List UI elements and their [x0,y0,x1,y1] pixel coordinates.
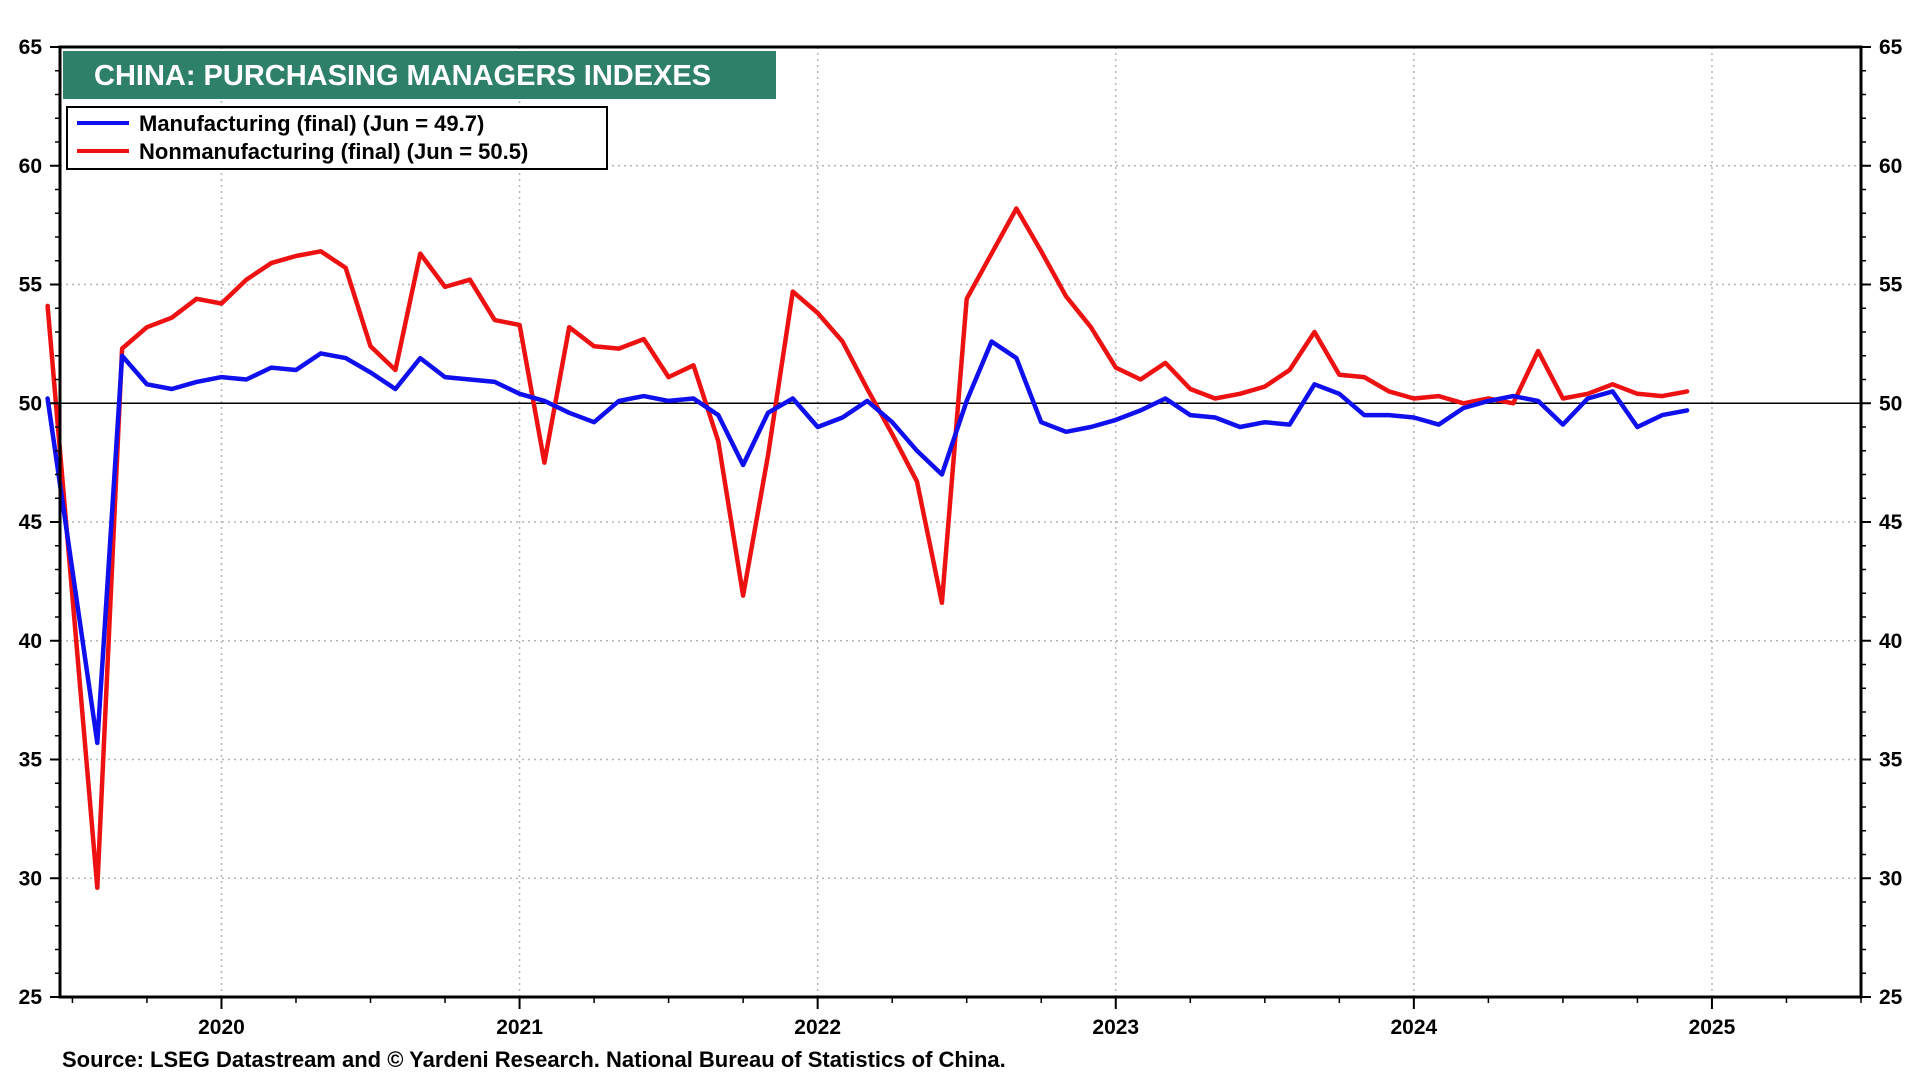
x-tick-label: 2024 [1390,1016,1437,1039]
legend-label-nonmanufacturing: Nonmanufacturing (final) (Jun = 50.5) [139,139,528,164]
y-tick-label-right: 30 [1879,867,1902,890]
y-tick-label-left: 45 [19,511,43,534]
axis-labels: 25 25 30 30 35 35 40 40 45 45 50 50 55 55 60 60 65 65 2020… [19,36,1903,1039]
y-tick-label-left: 35 [19,749,43,772]
series-layer [45,206,1690,891]
legend-label-manufacturing: Manufacturing (final) (Jun = 49.7) [139,111,484,136]
y-tick-label-left: 50 [19,392,42,415]
y-tick-label-left: 40 [19,630,42,653]
y-tick-label-right: 50 [1879,392,1902,415]
x-tick-label: 2025 [1689,1016,1736,1039]
x-tick-label: 2021 [496,1016,543,1039]
x-tick-label: 2023 [1092,1016,1139,1039]
y-tick-label-right: 65 [1879,36,1903,59]
legend-box [66,106,608,170]
series-line-manufacturing [45,339,1690,746]
source-note: Source: LSEG Datastream and © Yardeni Re… [62,1047,1006,1072]
y-tick-label-right: 35 [1879,749,1903,772]
y-tick-label-right: 45 [1879,511,1903,534]
y-tick-label-left: 55 [19,274,43,297]
legend: Manufacturing (final) (Jun = 49.7) Nonma… [66,106,608,170]
y-tick-label-right: 55 [1879,274,1903,297]
y-tick-label-right: 40 [1879,630,1902,653]
x-tick-label: 2020 [198,1016,245,1039]
gridlines [60,47,1861,997]
chart-title-background [63,51,776,99]
y-tick-label-left: 65 [19,36,43,59]
y-tick-label-left: 25 [19,986,43,1009]
y-tick-label-left: 60 [19,155,42,178]
x-tick-label: 2022 [794,1016,841,1039]
y-tick-label-left: 30 [19,867,42,890]
chart-title: CHINA: PURCHASING MANAGERS INDEXES [94,60,711,92]
y-tick-label-right: 60 [1879,155,1902,178]
y-tick-label-right: 25 [1879,986,1903,1009]
axis-ticks [50,46,1871,1009]
chart-title-box: CHINA: PURCHASING MANAGERS INDEXES [63,51,776,99]
